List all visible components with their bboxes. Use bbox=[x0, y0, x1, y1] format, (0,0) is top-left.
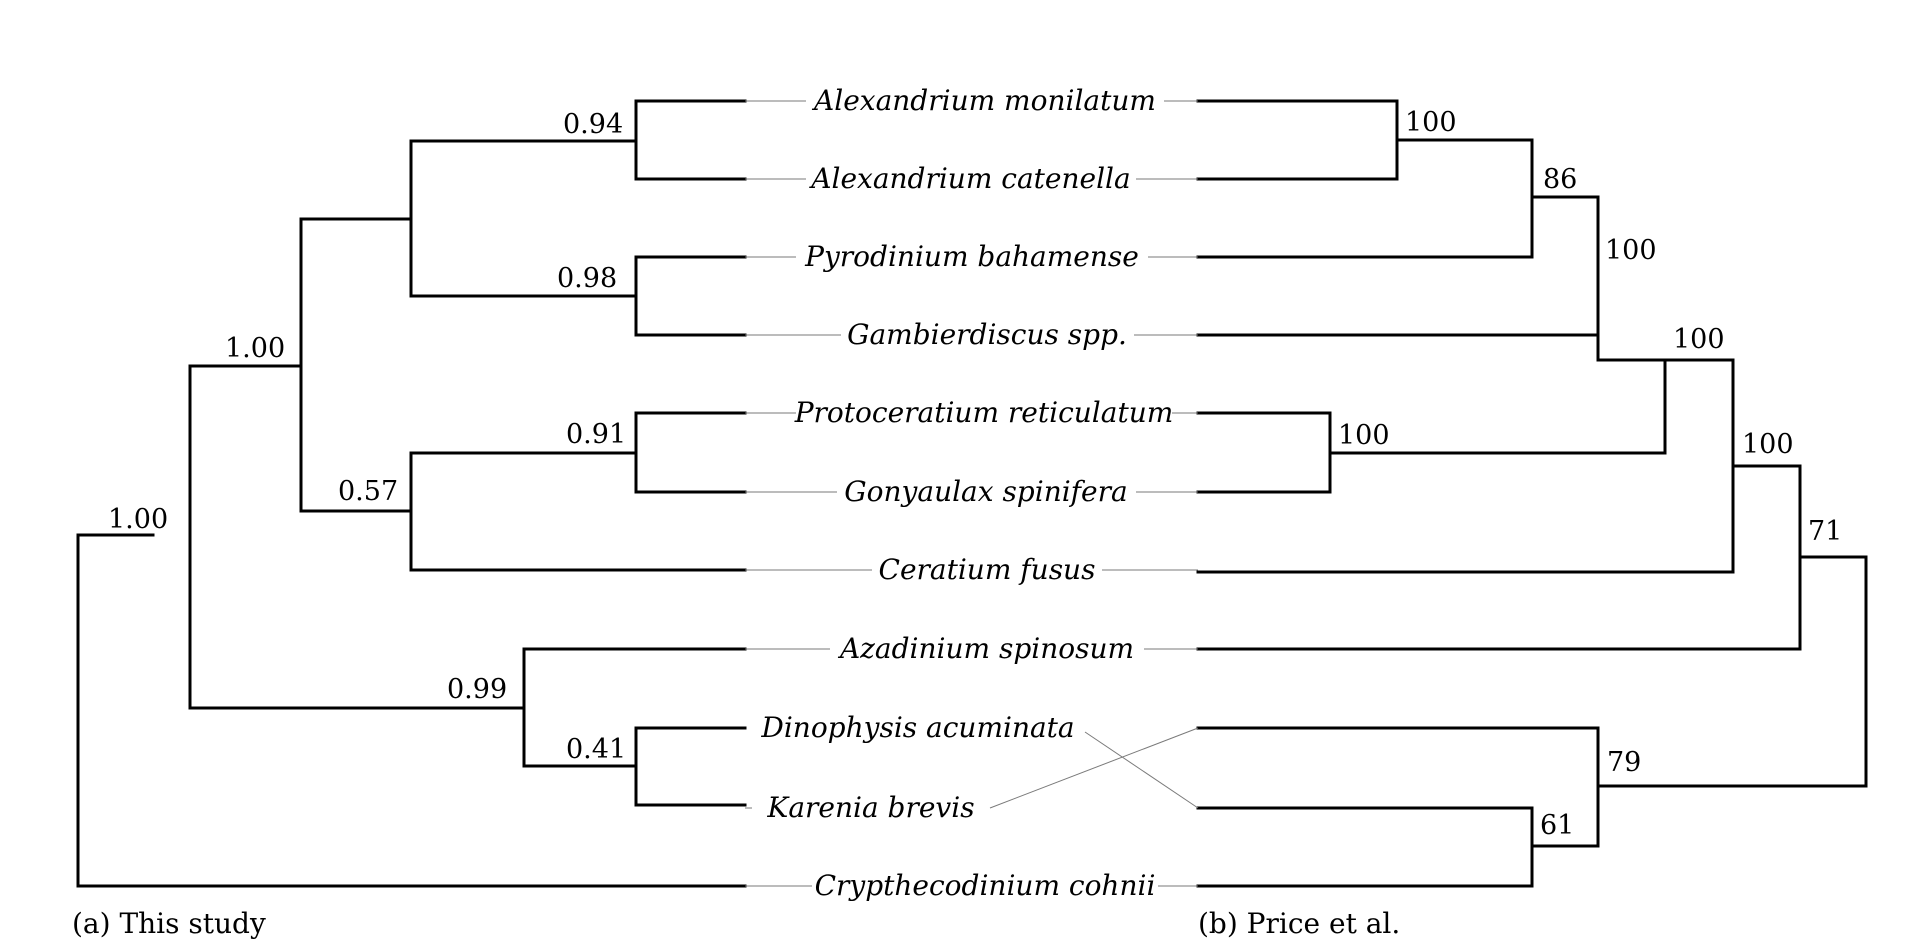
taxon-label: Dinophysis acuminata bbox=[760, 711, 1074, 744]
taxon-label: Alexandrium monilatum bbox=[811, 84, 1156, 117]
left-branch-root bbox=[76, 533, 747, 888]
left-branch-dino-karenia bbox=[634, 726, 747, 807]
right-branch-gamb bbox=[1196, 195, 1600, 337]
left-branch-lower bbox=[188, 647, 747, 768]
right-branch-core bbox=[1596, 264, 1735, 455]
taxon-label: Ceratium fusus bbox=[879, 553, 1096, 586]
right-support-proto-gony: 100 bbox=[1338, 420, 1390, 451]
right-support-values: 100 86 100 100 100 100 71 79 61 bbox=[1338, 107, 1842, 841]
left-support-proto-gony: 0.91 bbox=[566, 419, 626, 450]
left-tree bbox=[76, 99, 747, 888]
left-support-lower: 0.99 bbox=[447, 674, 507, 705]
right-support-root: 79 bbox=[1607, 747, 1641, 778]
right-support-karenia-dino: 61 bbox=[1540, 810, 1574, 841]
left-branch-core bbox=[188, 219, 413, 513]
right-support-alexandrium: 100 bbox=[1405, 107, 1457, 138]
right-panel-caption: (b) Price et al. bbox=[1198, 907, 1400, 940]
left-branch-proto-gony-cer bbox=[409, 451, 747, 572]
left-branch-alex-pyro bbox=[299, 141, 638, 298]
left-support-dino-karenia: 0.41 bbox=[566, 734, 626, 765]
right-support-azadinium: 71 bbox=[1808, 516, 1842, 547]
left-support-values: 1.00 1.00 0.94 0.98 0.91 0.57 0.99 0.41 bbox=[108, 109, 626, 765]
taxon-labels: Alexandrium monilatum Alexandrium catene… bbox=[760, 84, 1173, 902]
taxon-label: Protoceratium reticulatum bbox=[794, 396, 1174, 429]
left-branch-alexandrium bbox=[409, 99, 747, 181]
right-support-core: 100 bbox=[1673, 324, 1725, 355]
left-support-core-split: 0.57 bbox=[338, 476, 398, 507]
taxon-label: Gonyaulax spinifera bbox=[844, 475, 1127, 508]
left-support-root: 1.00 bbox=[108, 504, 168, 535]
left-branch-pyro-gamb bbox=[634, 255, 747, 337]
taxon-label: Karenia brevis bbox=[766, 791, 974, 824]
connector-karenia-cross bbox=[989, 727, 1199, 809]
right-branch-alexandrium bbox=[1196, 99, 1534, 181]
right-support-pyro: 86 bbox=[1543, 164, 1577, 195]
left-support-pyro-gamb: 0.98 bbox=[557, 263, 617, 294]
left-panel-caption: (a) This study bbox=[72, 907, 266, 940]
taxon-label: Alexandrium catenella bbox=[808, 162, 1130, 195]
right-tree bbox=[1196, 99, 1868, 888]
right-branch-proto-gony bbox=[1196, 411, 1667, 494]
taxon-label: Gambierdiscus spp. bbox=[847, 318, 1127, 351]
right-branch-ceratium bbox=[1196, 358, 1735, 574]
right-support-gamb: 100 bbox=[1605, 235, 1657, 266]
left-support-alexandrium: 0.94 bbox=[563, 109, 623, 140]
connector-dinophysis-cross bbox=[1084, 731, 1199, 809]
left-support-main: 1.00 bbox=[225, 333, 285, 364]
right-branch-pyro bbox=[1196, 138, 1534, 259]
taxon-label: Crypthecodinium cohnii bbox=[815, 869, 1156, 902]
right-support-ceratium: 100 bbox=[1742, 429, 1794, 460]
right-branch-karenia-dino bbox=[1196, 726, 1600, 888]
taxon-label: Azadinium spinosum bbox=[837, 632, 1134, 665]
taxon-label: Pyrodinium bahamense bbox=[804, 240, 1139, 273]
taxon-connectors bbox=[745, 100, 1199, 887]
right-branch-root bbox=[1596, 555, 1868, 788]
left-branch-proto-gony bbox=[409, 411, 747, 494]
